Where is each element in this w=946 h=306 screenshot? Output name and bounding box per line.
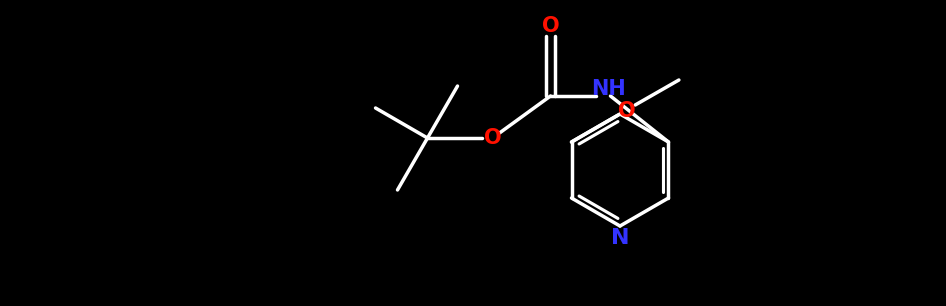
Text: NH: NH [591,79,626,99]
Text: O: O [483,128,501,148]
Text: N: N [611,228,629,248]
Text: O: O [542,16,559,36]
Text: O: O [619,101,636,121]
